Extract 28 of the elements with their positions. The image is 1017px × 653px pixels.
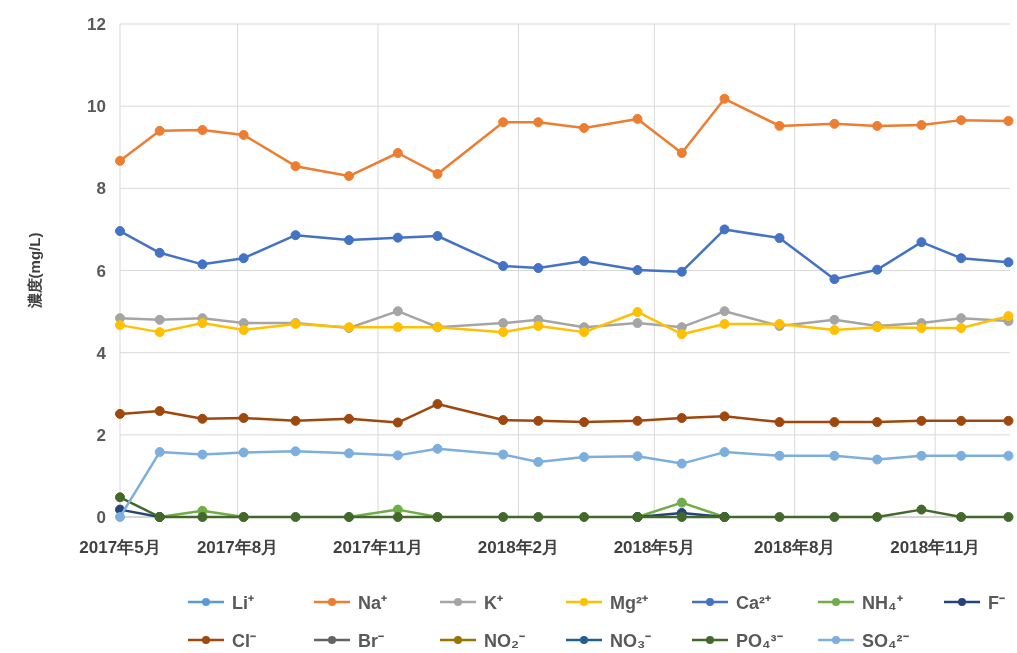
x-tick-label: 2017年11月 [333, 538, 423, 557]
x-tick-label: 2017年8月 [196, 538, 279, 557]
y-tick-label: 2 [96, 425, 106, 445]
y-tick-label: 6 [96, 261, 106, 281]
legend-label: NO₂⁻ [484, 631, 525, 651]
legend-label: F⁻ [988, 593, 1005, 613]
legend-label: Br⁻ [358, 631, 385, 651]
x-tick-label: 2018年5月 [613, 538, 695, 557]
y-tick-label: 8 [96, 179, 106, 199]
x-tick-label: 2018年2月 [477, 538, 560, 557]
y-tick-label: 0 [96, 508, 106, 527]
y-tick-label: 10 [87, 97, 106, 117]
legend-label: Na⁺ [358, 593, 388, 613]
legend-label: SO₄²⁻ [862, 631, 909, 651]
legend-label: NO₃⁻ [610, 631, 652, 651]
legend-label: NH₄⁺ [862, 593, 903, 613]
legend-label: Cl⁻ [232, 631, 256, 651]
legend-label: Li⁺ [232, 593, 254, 613]
y-axis-title: 濃度(mg/L) [26, 232, 43, 310]
x-tick-label: 2018年8月 [754, 538, 836, 557]
y-tick-label: 4 [96, 343, 107, 363]
legend-label: Mg²⁺ [610, 593, 648, 613]
x-tick-label: 2017年5月 [79, 538, 161, 557]
legend-label: K⁺ [484, 593, 503, 613]
legend-label: Ca²⁺ [736, 593, 772, 613]
y-tick-label: 12 [87, 15, 106, 34]
x-tick-label: 2018年11月 [890, 538, 981, 557]
legend-label: PO₄³⁻ [736, 631, 783, 651]
